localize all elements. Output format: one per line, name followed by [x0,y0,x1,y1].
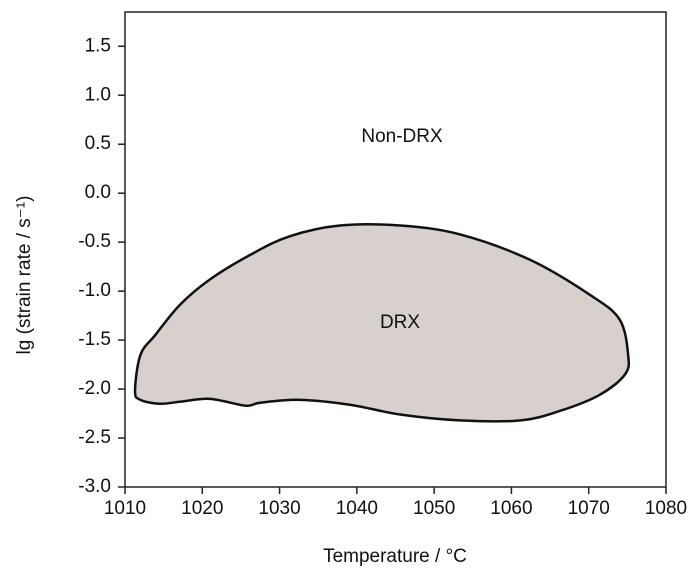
y-tick-label: -2.5 [78,427,111,448]
x-tick-label: 1040 [336,498,378,519]
y-tick-label: 1.5 [85,35,111,56]
region-label: DRX [380,312,420,333]
annotation: Non-DRX [361,126,443,147]
y-axis-label: lg (strain rate / s⁻¹) [14,196,35,355]
x-tick-label: 1080 [645,498,687,519]
y-tick-label: -1.0 [78,280,111,301]
plot-frame [124,11,667,488]
x-tick-label: 1030 [258,498,300,519]
x-tick-label: 1010 [104,498,146,519]
y-tick-label: 0.5 [85,133,111,154]
x-axis-label: Temperature / °C [323,546,467,567]
y-tick-label: -2.0 [78,378,111,399]
x-tick-label: 1050 [413,498,455,519]
y-tick-label: 1.0 [85,84,111,105]
y-tick-label: -1.5 [78,329,111,350]
x-tick-label: 1020 [181,498,223,519]
region [133,223,631,423]
x-tick-label: 1060 [490,498,532,519]
x-tick-label: 1070 [568,498,610,519]
y-tick-label: -0.5 [78,231,111,252]
y-tick-label: -3.0 [78,476,111,497]
y-tick-label: 0.0 [85,182,111,203]
